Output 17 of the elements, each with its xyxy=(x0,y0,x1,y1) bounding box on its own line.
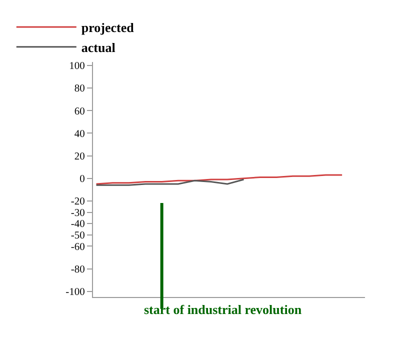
line-series xyxy=(96,174,343,185)
y-tick-label: 60 xyxy=(74,106,85,118)
y-tick-label: 20 xyxy=(74,151,85,162)
y-tick-label: -20 xyxy=(70,196,85,208)
y-tick-label: 80 xyxy=(74,84,85,95)
y-tick-label: -40 xyxy=(70,219,85,230)
y-tick-label: -60 xyxy=(70,242,85,253)
legend-label: actual xyxy=(81,40,116,55)
legend-label: projected xyxy=(81,20,135,36)
y-tick-label: 100 xyxy=(69,61,85,72)
y-tick-label: -100 xyxy=(66,287,85,298)
y-tick-label: -80 xyxy=(70,264,85,276)
text: start of industrial revolution xyxy=(144,302,302,317)
y-tick-label: -50 xyxy=(70,230,85,242)
y-tick-label: 40 xyxy=(74,128,85,140)
y-tick-label: 0 xyxy=(80,174,85,186)
y-tick-label: -30 xyxy=(70,208,85,219)
